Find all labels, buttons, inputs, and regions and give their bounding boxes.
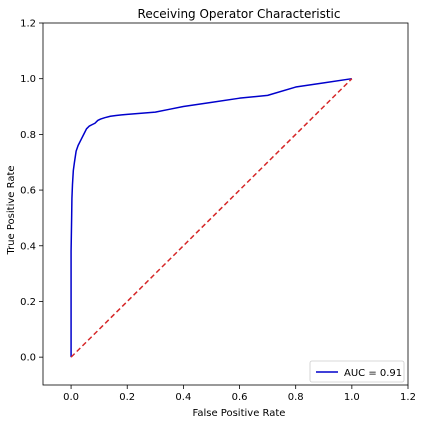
chart-title: Receiving Operator Characteristic — [138, 7, 341, 21]
y-tick-label: 0.8 — [20, 130, 36, 141]
roc-curve-line — [70, 77, 352, 358]
chance-diagonal-line — [70, 78, 353, 358]
x-tick-label: 0.2 — [119, 392, 135, 403]
legend-box — [309, 360, 405, 383]
x-axis: 0.0 0.2 0.4 0.6 0.8 1.0 1.2 — [63, 385, 416, 403]
y-tick-label: 1.2 — [20, 19, 36, 30]
x-tick-label: 1.2 — [400, 392, 416, 403]
plot-area — [42, 22, 409, 386]
series-layer — [70, 77, 353, 358]
x-tick-label: 0.0 — [63, 392, 79, 403]
y-axis: 0.0 0.2 0.4 0.6 0.8 1.0 1.2 — [20, 19, 43, 364]
legend-entry: AUC = 0.91 — [344, 368, 402, 379]
legend: AUC = 0.91 — [309, 360, 405, 383]
y-tick-label: 0.0 — [20, 353, 36, 364]
y-tick-label: 0.4 — [20, 241, 36, 252]
x-tick-label: 1.0 — [344, 392, 360, 403]
x-tick-label: 0.6 — [232, 392, 248, 403]
y-tick-label: 0.2 — [20, 297, 36, 308]
x-axis-label: False Positive Rate — [193, 408, 286, 419]
y-tick-label: 0.6 — [20, 186, 36, 197]
axes-frame — [42, 22, 409, 386]
x-tick-label: 0.8 — [288, 392, 304, 403]
y-tick-label: 1.0 — [20, 74, 36, 85]
y-axis-label: True Positive Rate — [6, 165, 17, 255]
x-tick-label: 0.4 — [175, 392, 191, 403]
